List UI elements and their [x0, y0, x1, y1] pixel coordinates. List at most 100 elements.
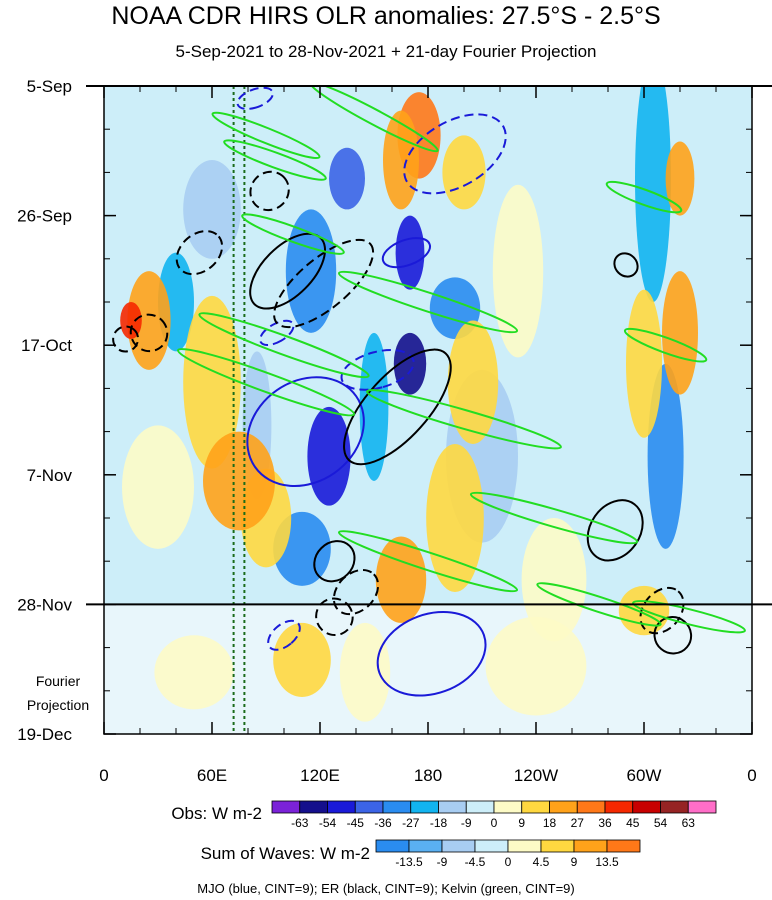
kelvin-contour-31 — [337, 530, 519, 593]
mjo-contour-1 — [246, 376, 365, 487]
waves-colorbar-level-4: 4.5 — [533, 855, 550, 869]
kelvin-contour-29 — [366, 389, 562, 450]
obs-colorbar-swatch-10 — [549, 800, 578, 814]
er-contour-20 — [613, 252, 639, 278]
mjo-contour-2 — [376, 610, 487, 697]
reference-longitude-lines — [232, 86, 246, 734]
obs-colorbar-level-11: 36 — [598, 816, 612, 830]
anomaly-patch-13 — [183, 160, 241, 259]
anomaly-patch-34 — [154, 635, 234, 710]
anomaly-patch-10 — [635, 86, 671, 302]
waves-colorbar-label: Sum of Waves: W m-2 — [201, 844, 370, 863]
waves-colorbar-swatch-3 — [474, 839, 509, 853]
obs-colorbar-swatch-6 — [438, 800, 467, 814]
anomaly-patch-31 — [521, 518, 587, 642]
kelvin-contour-34 — [623, 327, 708, 363]
anomaly-patch-7 — [359, 332, 389, 481]
kelvin-contour-33 — [632, 600, 746, 634]
obs-colorbar-level-6: -9 — [461, 816, 472, 830]
waves-colorbar-level-1: -9 — [437, 855, 448, 869]
obs-colorbar-level-13: 54 — [654, 816, 668, 830]
waves-colorbar-level-0: -13.5 — [395, 855, 423, 869]
mjo-contour-6 — [267, 619, 301, 651]
anomaly-patch-0 — [285, 209, 337, 333]
obs-colorbar-level-4: -27 — [402, 816, 420, 830]
waves-colorbar-swatch-2 — [441, 839, 476, 853]
waves-colorbar-level-2: -4.5 — [465, 855, 486, 869]
obs-colorbar-swatch-15 — [687, 800, 717, 814]
kelvin-contour-26 — [337, 270, 519, 334]
obs-colorbar-swatch-12 — [604, 800, 634, 814]
y-axis: 5-Sep 26-Sep 17-Oct 7-Nov 28-Nov 19-Dec — [17, 77, 752, 744]
obs-colorbar-level-5: -18 — [430, 816, 448, 830]
obs-colorbar-level-7: 0 — [491, 816, 498, 830]
obs-colorbar-swatch-0 — [271, 800, 301, 814]
wave-legend: MJO (blue, CINT=9); ER (black, CINT=9); … — [197, 881, 574, 896]
anomaly-field — [120, 86, 698, 722]
obs-colorbar-level-2: -45 — [347, 816, 365, 830]
x-tick-label-6: 0 — [747, 766, 756, 785]
kelvin-contour-23 — [211, 111, 321, 160]
kelvin-contour-27 — [198, 312, 370, 379]
obs-colorbar-swatch-7 — [465, 800, 495, 814]
x-tick-label-1: 60E — [197, 766, 227, 785]
anomaly-patch-16 — [442, 135, 486, 210]
chart-title: NOAA CDR HIRS OLR anomalies: 27.5°S - 2.… — [111, 2, 661, 30]
er-contour-17 — [586, 499, 644, 562]
obs-colorbar-level-12: 45 — [626, 816, 640, 830]
anomaly-patch-33 — [485, 616, 587, 716]
obs-colorbar-swatch-1 — [299, 800, 328, 814]
anomaly-patch-27 — [665, 141, 695, 216]
anomaly-patch-21 — [203, 431, 275, 531]
waves-colorbar-level-5: 9 — [571, 855, 578, 869]
colorbars: -63 -54 -45 -36 -27 -18 -9 0 9 18 27 36 45 54 63-13.5-… — [271, 800, 717, 869]
obs-colorbar-swatch-13 — [632, 800, 661, 814]
waves-colorbar-level-6: 13.5 — [595, 855, 619, 869]
er-contour-14 — [313, 540, 356, 583]
waves-colorbar-swatch-5 — [540, 839, 575, 853]
er-contour-11 — [249, 170, 290, 212]
x-axis: 0 60E 120E 180 120W 60W 0 — [99, 86, 757, 785]
x-tick-label-5: 60W — [627, 766, 662, 785]
obs-colorbar-label: Obs: W m-2 — [171, 804, 262, 823]
kelvin-contour-28 — [176, 348, 356, 417]
mjo-contour-5 — [259, 319, 295, 346]
anomaly-patch-5 — [395, 215, 425, 290]
waves-colorbar-swatch-4 — [507, 839, 542, 853]
obs-colorbar-swatch-11 — [576, 800, 606, 814]
obs-colorbar-level-0: -63 — [291, 816, 309, 830]
waves-colorbar-swatch-7 — [606, 839, 641, 853]
x-tick-label-3: 180 — [414, 766, 442, 785]
kelvin-contour-22 — [309, 86, 439, 153]
er-contour-10 — [273, 238, 375, 329]
er-contour-21 — [112, 325, 140, 353]
anomaly-patch-3 — [307, 406, 351, 506]
obs-colorbar-swatch-2 — [327, 800, 356, 814]
y-tick-label-0: 5-Sep — [27, 77, 72, 96]
obs-colorbar-swatch-9 — [521, 800, 550, 814]
y-tick-label-4: 28-Nov — [17, 595, 72, 614]
er-contour-19 — [653, 616, 693, 655]
y-tick-label-5: 19-Dec — [17, 725, 72, 744]
obs-colorbar-swatch-5 — [410, 800, 439, 814]
x-tick-label-2: 120E — [300, 766, 340, 785]
anomaly-patch-17 — [127, 271, 171, 370]
anomaly-patch-29 — [339, 622, 391, 722]
obs-colorbar-swatch-3 — [354, 800, 384, 814]
anomaly-patch-24 — [375, 536, 427, 623]
mjo-contour-0 — [403, 113, 507, 195]
kelvin-contour-25 — [241, 213, 345, 255]
chart-subtitle: 5-Sep-2021 to 28-Nov-2021 + 21-day Fouri… — [175, 42, 597, 61]
er-contour-8 — [343, 348, 452, 466]
obs-colorbar-level-9: 18 — [543, 816, 557, 830]
waves-colorbar-swatch-6 — [573, 839, 608, 853]
anomaly-patch-28 — [273, 622, 331, 697]
wave-contours — [112, 86, 746, 697]
waves-colorbar-swatch-0 — [375, 839, 410, 853]
anomaly-patch-18 — [120, 302, 142, 340]
obs-colorbar-level-1: -54 — [319, 816, 337, 830]
mjo-contour-3 — [381, 237, 431, 269]
x-tick-label-0: 0 — [99, 766, 108, 785]
mjo-contour-4 — [340, 349, 415, 391]
anomaly-patch-30 — [492, 184, 544, 358]
